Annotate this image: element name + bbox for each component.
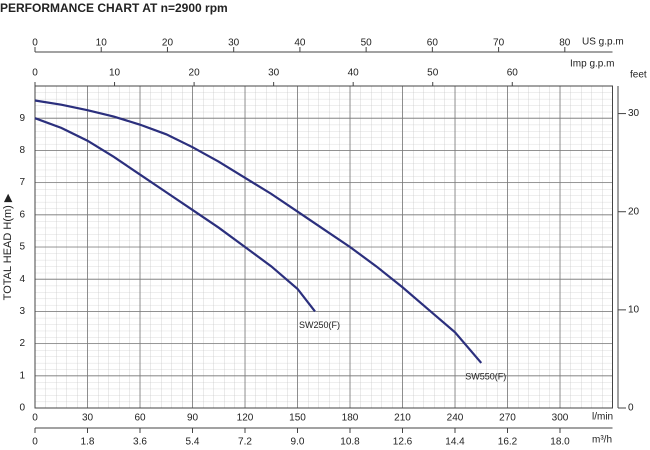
secondary-tick-label: 60 xyxy=(507,68,519,79)
x-tick-label: 90 xyxy=(187,413,199,424)
secondary-tick-label: 7.2 xyxy=(238,437,252,448)
y-tick-label: 4 xyxy=(19,274,25,285)
secondary-tick-label: 60 xyxy=(427,38,439,49)
y-tick-label: 1 xyxy=(19,370,25,381)
secondary-tick-label: 80 xyxy=(559,38,571,49)
secondary-tick-label: 5.4 xyxy=(186,437,200,448)
secondary-tick-label: 0 xyxy=(32,437,38,448)
secondary-tick-label: 50 xyxy=(427,68,439,79)
y-tick-label: 5 xyxy=(19,242,25,253)
chart-title: PERFORMANCE CHART AT n=2900 rpm xyxy=(0,1,228,15)
x-tick-label: 240 xyxy=(447,413,464,424)
y-tick-label: 0 xyxy=(19,403,25,414)
secondary-tick-label: 14.4 xyxy=(445,437,465,448)
y-tick-label: 6 xyxy=(19,209,25,220)
x-axis-label: l/min xyxy=(592,412,613,423)
secondary-tick-label: 20 xyxy=(162,38,174,49)
axis-label: US g.p.m xyxy=(582,37,624,48)
y2-tick-label: 10 xyxy=(628,304,640,315)
axis-label: Imp g.p.m xyxy=(570,59,614,70)
curve-label: SW250(F) xyxy=(299,320,340,330)
secondary-tick-label: 40 xyxy=(294,38,306,49)
x-tick-label: 0 xyxy=(32,413,38,424)
secondary-tick-label: 40 xyxy=(348,68,360,79)
curve xyxy=(34,117,316,313)
y-tick-label: 8 xyxy=(19,145,25,156)
axis-label: m³/h xyxy=(592,435,612,446)
secondary-tick-label: 10.8 xyxy=(340,437,360,448)
y2-tick-label: 30 xyxy=(628,108,640,119)
secondary-tick-label: 3.6 xyxy=(133,437,147,448)
y-tick-label: 3 xyxy=(19,306,25,317)
secondary-tick-label: 20 xyxy=(189,68,201,79)
x-tick-label: 180 xyxy=(342,413,359,424)
secondary-tick-label: 0 xyxy=(32,38,38,49)
secondary-tick-label: 30 xyxy=(268,68,280,79)
x-tick-label: 150 xyxy=(289,413,306,424)
y-tick-label: 2 xyxy=(19,338,25,349)
x-tick-label: 60 xyxy=(134,413,146,424)
y2-tick-label: 0 xyxy=(628,403,634,414)
x-tick-label: 300 xyxy=(552,413,569,424)
plot-frame xyxy=(34,85,613,409)
curve xyxy=(34,99,483,364)
y-axis-label: TOTAL HEAD H(m) ▶ xyxy=(2,193,14,300)
secondary-tick-label: 12.6 xyxy=(393,437,413,448)
curve-label: SW550(F) xyxy=(465,371,506,381)
x-tick-label: 30 xyxy=(82,413,94,424)
x-tick-label: 210 xyxy=(394,413,411,424)
secondary-tick-label: 30 xyxy=(228,38,240,49)
secondary-tick-label: 0 xyxy=(32,68,38,79)
axis-label: feet xyxy=(630,70,647,81)
secondary-tick-label: 10 xyxy=(96,38,108,49)
secondary-tick-label: 1.8 xyxy=(81,437,95,448)
secondary-tick-label: 10 xyxy=(109,68,121,79)
y2-tick-label: 20 xyxy=(628,206,640,217)
secondary-tick-label: 70 xyxy=(493,38,505,49)
y-tick-label: 7 xyxy=(19,177,25,188)
y-tick-label: 9 xyxy=(19,113,25,124)
secondary-tick-label: 9.0 xyxy=(291,437,305,448)
secondary-tick-label: 16.2 xyxy=(498,437,518,448)
x-tick-label: 120 xyxy=(237,413,254,424)
secondary-tick-label: 18.0 xyxy=(550,437,570,448)
secondary-tick-label: 50 xyxy=(361,38,373,49)
x-tick-label: 270 xyxy=(499,413,516,424)
